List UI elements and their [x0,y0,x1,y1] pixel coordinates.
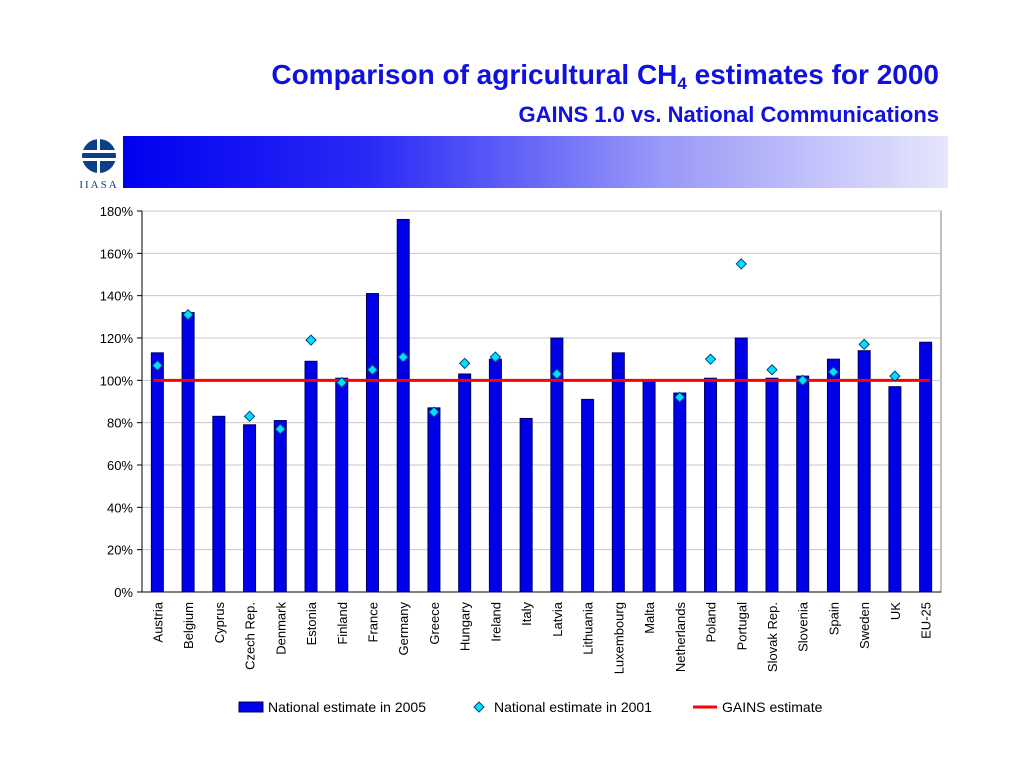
marker-2001 [889,370,901,382]
legend-swatch-bar [238,701,264,713]
marker-2001 [704,353,717,365]
x-tick-label: Lithuania [581,601,596,655]
y-tick-label: 140% [100,289,134,304]
x-tick-label: Czech Rep. [243,602,258,670]
x-tick-label: Finland [335,602,350,645]
y-tick-label: 160% [100,246,134,261]
y-tick-label: 40% [107,500,133,515]
bar [642,379,656,593]
x-tick-label: Luxembourg [611,602,626,674]
x-tick-label: Denmark [273,602,288,655]
y-tick-label: 80% [107,416,133,431]
bar [919,341,933,593]
marker-2001 [827,366,840,378]
x-tick-label: France [365,602,380,642]
bar [796,375,810,593]
x-tick-label: Germany [396,602,411,656]
marker-2001 [397,351,409,363]
x-tick-label: Austria [150,601,165,642]
plot-area [141,210,942,593]
marker-2001 [305,334,317,346]
y-tick-label: 20% [107,543,133,558]
y-tick-label: 60% [107,458,133,473]
x-tick-label: Slovak Rep. [765,602,780,672]
x-tick-label: Ireland [488,602,503,642]
y-tick-label: 120% [100,331,134,346]
x-tick-label: Greece [427,602,442,645]
bar [519,417,533,593]
legend-label-2005: National estimate in 2005 [268,699,426,715]
marker-2001 [366,364,379,376]
marker-2001 [766,364,778,376]
y-tick-label: 100% [100,373,134,388]
marker-2001 [182,309,194,321]
x-tick-label: Spain [826,602,841,635]
bar [427,407,441,593]
bar [704,377,718,593]
x-tick-label: Portugal [734,602,749,651]
bar [365,293,379,593]
bar [488,358,502,593]
x-tick-label: Netherlands [673,602,688,673]
x-tick-label: Poland [704,602,719,642]
bar [673,392,687,593]
legend-label-gains: GAINS estimate [722,699,823,715]
title-block: Comparison of agricultural CH4 estimates… [271,58,939,129]
bar [550,337,564,593]
bar [611,352,625,593]
x-tick-label: Belgium [181,602,196,649]
x-tick-label: Hungary [458,602,473,652]
chart-title: Comparison of agricultural CH4 estimates… [271,59,939,93]
bar [857,350,871,593]
x-tick-label: Cyprus [212,602,227,644]
bar [826,358,840,593]
bar [734,337,748,593]
logo-text: IIASA [79,179,118,190]
marker-2001 [735,258,747,270]
marker-2001 [336,376,348,389]
marker-2001 [243,410,256,423]
bar [581,398,595,593]
marker-2001 [489,351,502,363]
y-tick-label: 180% [100,204,134,219]
bar [150,352,164,593]
header-gradient-band [123,136,948,188]
bar [396,218,410,593]
marker-2001 [674,391,686,403]
marker-2001 [151,359,164,372]
iiasa-logo: IIASA [76,134,122,190]
marker-2001 [274,423,286,435]
bar [335,377,349,593]
bar [212,415,226,593]
x-tick-label: Italy [519,602,534,626]
marker-2001 [797,374,809,387]
bar [765,377,779,593]
x-tick-label: EU-25 [919,602,934,639]
bar [888,386,902,593]
x-tick-label: UK [888,602,903,620]
chart-subtitle: GAINS 1.0 vs. National Communications [518,102,939,127]
x-tick-label: Malta [642,601,657,634]
x-tick-label: Slovenia [796,601,811,652]
x-tick-label: Latvia [550,601,565,636]
bar [304,360,318,593]
bar [273,420,287,593]
bar [458,373,472,593]
marker-2001 [551,368,563,380]
x-tick-label: Sweden [857,602,872,649]
marker-2001 [858,338,870,351]
marker-2001 [458,357,471,370]
y-tick-label: 0% [114,585,133,600]
bar [181,312,195,593]
legend-label-2001: National estimate in 2001 [494,699,652,715]
x-tick-label: Estonia [304,601,319,645]
marker-2001 [428,406,440,418]
bar [243,424,257,593]
legend-swatch-marker [473,701,485,713]
